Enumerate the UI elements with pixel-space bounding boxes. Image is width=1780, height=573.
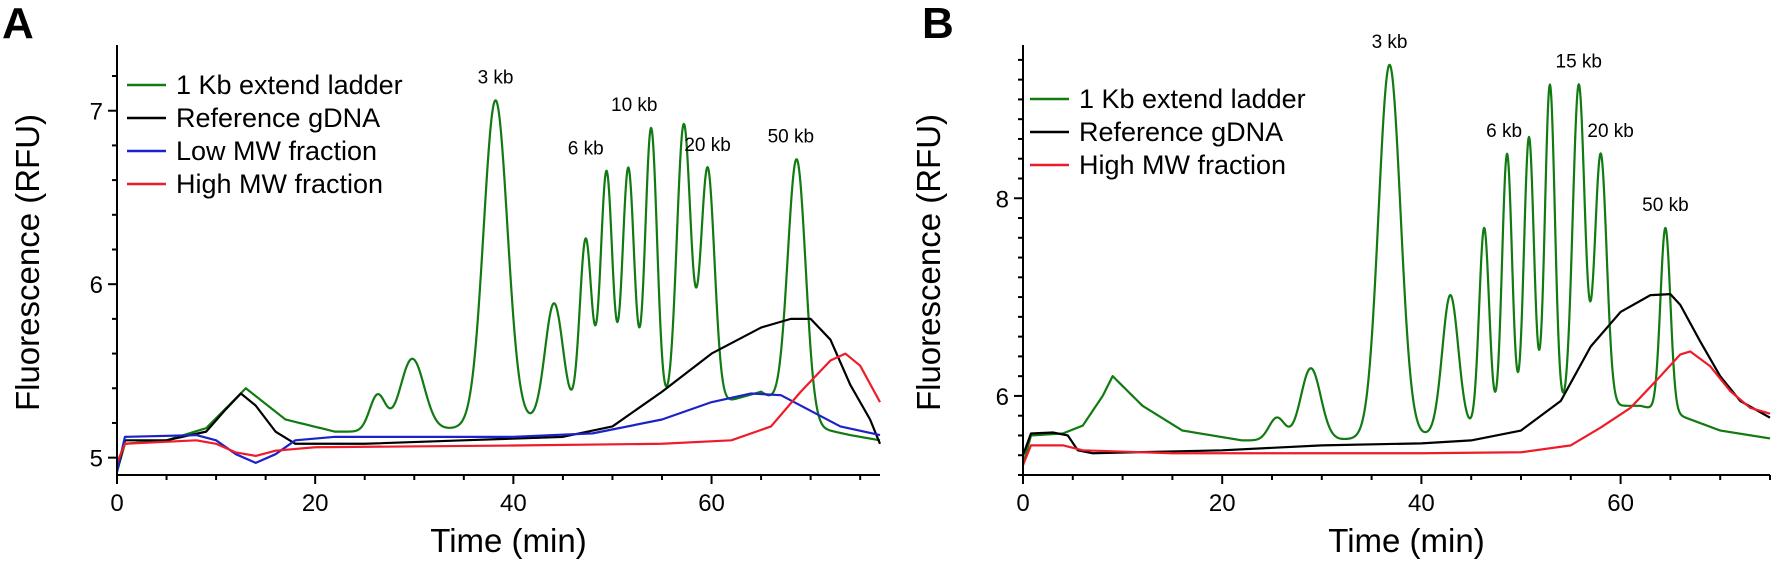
- peak-label: 3 kb: [1372, 32, 1408, 53]
- chart-panel-a: A 0 20 40 60 5 6 7 Time (min) Fluorescence (RFU) 1…: [2, 0, 882, 559]
- x-tick-label: 0: [110, 490, 123, 517]
- peak-label: 50 kb: [768, 126, 814, 147]
- series-line-high-mw-fraction: [115, 352, 881, 464]
- y-tick-label: 6: [996, 384, 1009, 411]
- legend-label: High MW fraction: [1079, 150, 1286, 180]
- chart-panel-b: B 0 20 40 60 6 8 Time (min) Fluorescence (RFU) 1 …: [910, 0, 1771, 559]
- y-tick-label: 7: [90, 99, 103, 126]
- series-line-high-mw-fraction: [1021, 350, 1771, 466]
- panel-letter: B: [922, 0, 954, 48]
- panel-letter: A: [2, 0, 34, 48]
- y-axis-label: Fluorescence (RFU): [910, 114, 947, 411]
- y-tick-label: 5: [90, 446, 103, 473]
- legend-label: 1 Kb extend ladder: [1079, 84, 1306, 114]
- x-tick-label: 0: [1016, 490, 1029, 517]
- legend-label: Reference gDNA: [1079, 117, 1283, 147]
- x-axis-label: Time (min): [1328, 522, 1484, 559]
- peak-label: 10 kb: [611, 95, 657, 116]
- peak-label: 6 kb: [1486, 121, 1522, 142]
- x-tick-label: 60: [1607, 490, 1634, 517]
- x-tick-label: 40: [500, 490, 527, 517]
- x-tick-label: 20: [1209, 490, 1236, 517]
- y-tick-label: 8: [996, 186, 1009, 213]
- peak-label: 20 kb: [684, 135, 730, 156]
- legend-label: High MW fraction: [176, 169, 383, 199]
- peak-label: 20 kb: [1587, 121, 1633, 142]
- legend-label: Reference gDNA: [176, 103, 380, 133]
- y-tick-label: 6: [90, 272, 103, 299]
- peak-label: 15 kb: [1556, 52, 1602, 73]
- x-tick-label: 40: [1408, 490, 1435, 517]
- legend-label: 1 Kb extend ladder: [176, 70, 403, 100]
- y-axis-label: Fluorescence (RFU): [9, 114, 46, 411]
- x-axis-label: Time (min): [430, 522, 586, 559]
- peak-label: 6 kb: [568, 138, 604, 159]
- x-tick-label: 60: [698, 490, 725, 517]
- series-line-reference-gdna: [1021, 293, 1771, 456]
- legend-label: Low MW fraction: [176, 136, 377, 166]
- series-line-1-kb-extend-ladder: [1021, 63, 1771, 466]
- peak-label: 3 kb: [478, 67, 514, 88]
- peak-label: 50 kb: [1642, 195, 1688, 216]
- x-tick-label: 20: [302, 490, 329, 517]
- series-line-reference-gdna: [115, 317, 882, 472]
- series-line-low-mw-fraction: [115, 392, 881, 472]
